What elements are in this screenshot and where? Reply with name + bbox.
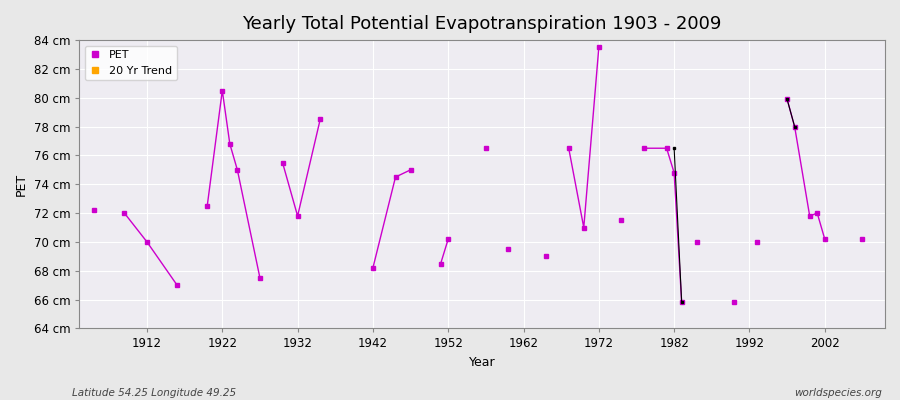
Text: Latitude 54.25 Longitude 49.25: Latitude 54.25 Longitude 49.25 [72, 388, 236, 398]
Text: worldspecies.org: worldspecies.org [794, 388, 882, 398]
X-axis label: Year: Year [469, 356, 495, 369]
Title: Yearly Total Potential Evapotranspiration 1903 - 2009: Yearly Total Potential Evapotranspiratio… [242, 15, 722, 33]
Y-axis label: PET: PET [15, 173, 28, 196]
Legend: PET, 20 Yr Trend: PET, 20 Yr Trend [85, 46, 176, 80]
